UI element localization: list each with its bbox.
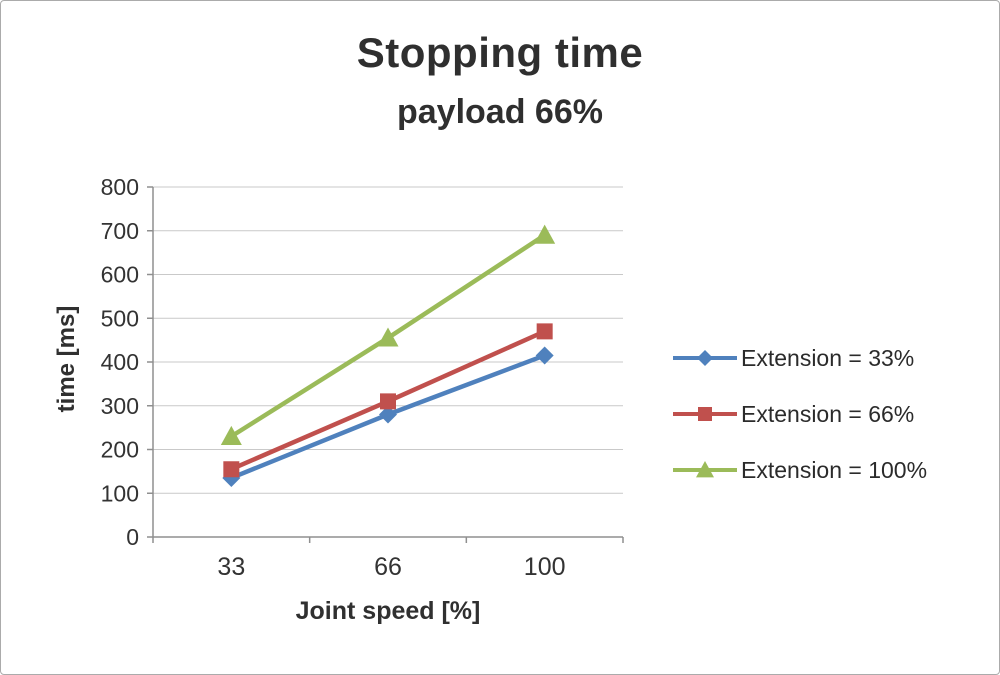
chart-title: Stopping time <box>356 29 644 76</box>
legend-label: Extension = 33% <box>741 344 915 371</box>
y-tick-label: 700 <box>101 218 139 244</box>
y-tick-label: 500 <box>101 305 139 331</box>
triangle-marker-icon <box>220 425 242 445</box>
square-marker-icon <box>698 407 712 421</box>
diamond-marker-icon <box>379 405 397 424</box>
y-axis-title: time [ms] <box>53 305 80 413</box>
legend-item: Extension = 66% <box>673 397 927 431</box>
legend-label: Extension = 66% <box>741 400 915 427</box>
legend-item: Extension = 33% <box>673 341 927 375</box>
triangle-marker-icon <box>534 224 556 244</box>
legend: Extension = 33% Extension = 66% Extensio… <box>673 341 927 487</box>
chart-subtitle: payload 66% <box>397 93 603 131</box>
x-tick-label: 66 <box>374 553 402 581</box>
square-marker-icon <box>536 323 553 340</box>
legend-label: Extension = 100% <box>741 456 928 483</box>
legend-item: Extension = 100% <box>673 453 927 487</box>
y-tick-label: 0 <box>126 524 139 550</box>
y-tick-label: 400 <box>101 349 139 375</box>
square-marker-icon <box>223 461 240 478</box>
x-tick-label: 33 <box>217 553 245 581</box>
diamond-marker-icon <box>673 348 737 368</box>
square-marker-icon <box>673 404 737 424</box>
y-tick-label: 600 <box>101 262 139 288</box>
diamond-marker-icon <box>535 346 554 365</box>
diamond-marker-icon <box>697 350 713 366</box>
triangle-marker-icon <box>377 327 399 347</box>
triangle-marker-icon <box>696 461 714 478</box>
y-tick-label: 300 <box>101 393 139 419</box>
y-tick-label: 100 <box>101 480 139 506</box>
x-tick-label: 100 <box>524 553 566 581</box>
y-tick-label: 800 <box>101 174 139 200</box>
triangle-marker-icon <box>673 460 737 480</box>
square-marker-icon <box>380 393 396 410</box>
x-axis-title: Joint speed [%] <box>295 597 481 625</box>
y-tick-label: 200 <box>101 437 139 463</box>
